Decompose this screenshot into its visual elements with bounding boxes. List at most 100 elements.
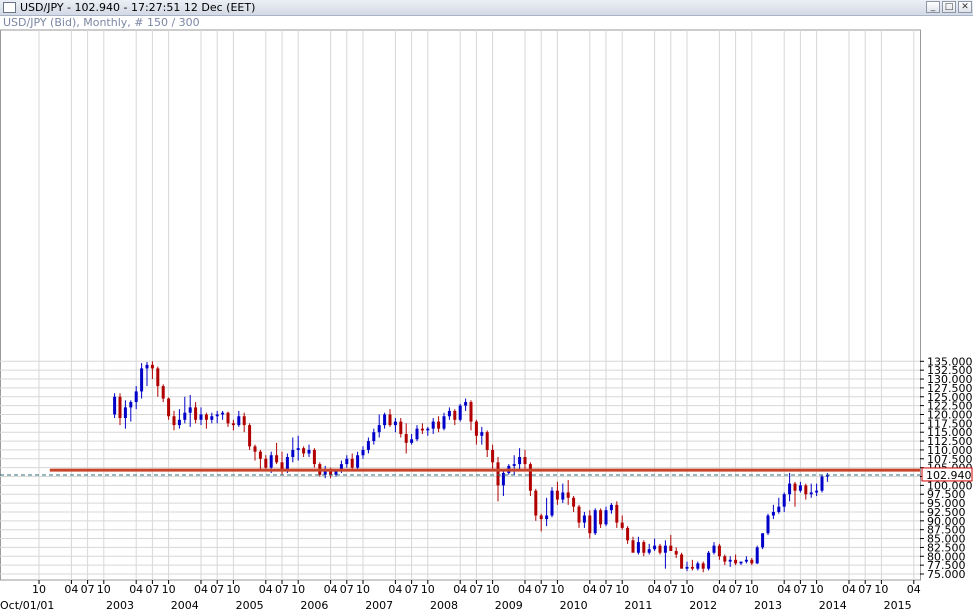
candle-body: [410, 439, 414, 443]
candle-body: [361, 449, 365, 456]
y-tick-label: 100.000: [927, 479, 973, 492]
candle-body: [518, 457, 522, 465]
x-month-label: 04: [518, 583, 532, 596]
candle-body: [669, 545, 673, 551]
x-month-label: 07: [599, 583, 613, 596]
x-month-label: 07: [469, 583, 483, 596]
candle-body: [167, 398, 171, 417]
candle-body: [372, 432, 376, 442]
candle-body: [204, 414, 208, 420]
candle-body: [728, 559, 732, 562]
candle-body: [820, 476, 824, 491]
minimize-button[interactable]: _: [926, 1, 940, 13]
y-tick-label: 117.500: [927, 417, 973, 430]
x-month-label: 04: [324, 583, 338, 596]
x-year-label: 2005: [236, 599, 264, 612]
x-year-label: 2003: [106, 599, 134, 612]
candle-body: [626, 527, 630, 541]
y-tick-label: 80.000: [927, 550, 966, 563]
x-year-label: 2011: [624, 599, 652, 612]
x-start-label: Oct/01/01: [0, 599, 54, 612]
candle-body: [701, 563, 705, 569]
y-tick-label: 75.000: [927, 568, 966, 581]
candle-body: [453, 410, 457, 420]
candle-body: [604, 510, 608, 525]
x-month-label: 04: [648, 583, 662, 596]
candle-body: [469, 402, 473, 422]
candle-body: [172, 416, 176, 426]
candle-body: [804, 485, 808, 495]
y-tick-label: 120.000: [927, 408, 973, 421]
y-tick-label: 77.500: [927, 559, 966, 572]
x-year-label: 2008: [430, 599, 458, 612]
candle-body: [420, 428, 424, 431]
candle-body: [442, 416, 446, 429]
candle-body: [534, 490, 538, 516]
candle-body: [156, 368, 160, 387]
candle-body: [210, 416, 214, 420]
title-bar[interactable]: USD/JPY - 102.940 - 17:27:51 12 Dec (EET…: [0, 0, 973, 16]
time-axis[interactable]: 10 04 07 10 04 07 10 04 07 10 04 07 10 04 07 10 04 07 10 04…: [0, 580, 921, 612]
x-month-label: 10: [356, 583, 370, 596]
candle-body: [302, 448, 306, 454]
candle-body: [777, 506, 781, 512]
candle-body: [798, 485, 802, 491]
x-month-label: 10: [810, 583, 824, 596]
x-month-label: 04: [64, 583, 78, 596]
candle-body: [707, 552, 711, 569]
candle-body: [323, 471, 327, 475]
candle-body: [113, 396, 117, 415]
x-month-label: 10: [162, 583, 176, 596]
candle-body: [345, 458, 349, 465]
candle-body: [734, 559, 738, 564]
candle-body: [399, 421, 403, 434]
x-month-label: 04: [583, 583, 597, 596]
x-year-label: 2009: [495, 599, 523, 612]
candle-body: [809, 492, 813, 495]
x-year-label: 2010: [560, 599, 588, 612]
candle-body: [312, 449, 316, 465]
candle-body: [129, 402, 133, 408]
candle-body: [555, 490, 559, 500]
candle-body: [291, 449, 295, 458]
candle-body: [123, 407, 127, 419]
candle-body: [815, 490, 819, 493]
current-price-box: [921, 467, 973, 482]
maximize-button[interactable]: □: [942, 1, 956, 13]
candle-body: [658, 545, 662, 553]
x-month-label: 04: [842, 583, 856, 596]
y-tick-label: 107.500: [927, 453, 973, 466]
candle-body: [680, 554, 684, 569]
overlays: 102.940: [0, 467, 973, 482]
candle-body: [145, 364, 149, 369]
close-button[interactable]: ✕: [958, 1, 972, 13]
candle-body: [393, 421, 397, 426]
candle-body: [690, 566, 694, 569]
candle-body: [609, 504, 613, 511]
candle-body: [577, 506, 581, 523]
candle-body: [140, 368, 144, 392]
candle-body: [696, 563, 700, 569]
candle-body: [366, 441, 370, 450]
candle-body: [269, 455, 273, 468]
candle-body: [545, 515, 549, 520]
chart-subtitle: USD/JPY (Bid), Monthly, # 150 / 300: [3, 16, 200, 29]
x-year-label: 2015: [884, 599, 912, 612]
x-month-label: 07: [275, 583, 289, 596]
y-tick-label: 95.000: [927, 497, 966, 510]
candle-body: [642, 542, 646, 553]
y-tick-label: 135.000: [927, 355, 973, 368]
y-tick-label: 112.500: [927, 435, 973, 448]
candle-body: [264, 458, 268, 468]
x-year-label: 2007: [365, 599, 393, 612]
x-month-label: 04: [388, 583, 402, 596]
candle-body: [215, 414, 219, 417]
x-year-label: 2012: [689, 599, 717, 612]
candle-body: [280, 462, 284, 472]
candle-body: [599, 510, 603, 525]
y-tick-label: 82.500: [927, 541, 966, 554]
candle-body: [296, 448, 300, 450]
x-month-label: 04: [194, 583, 208, 596]
